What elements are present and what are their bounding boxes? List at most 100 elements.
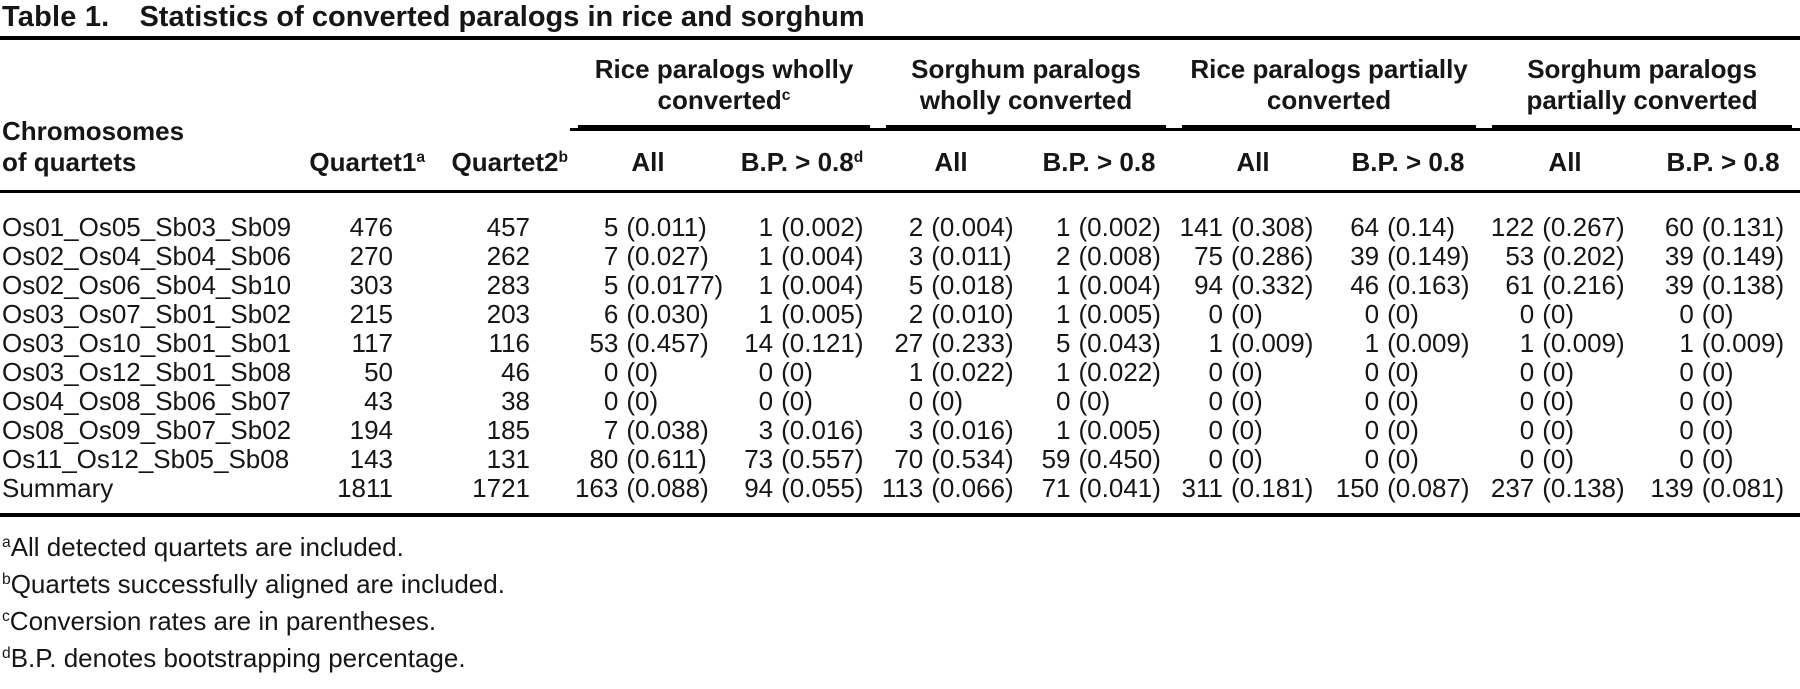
- subcolumn-header-2-1: B.P. > 0.8: [1332, 129, 1485, 193]
- cell-quartet2: 46: [501, 357, 530, 387]
- group-header-1-line1: Sorghum paralogs: [911, 54, 1141, 84]
- value-rate: (0.181): [1231, 473, 1314, 503]
- cell-value-3: 71 (0.041): [1024, 474, 1174, 513]
- cell-value-3: 1 (0.004): [1024, 271, 1174, 300]
- cell-value-7: 39 (0.149): [1646, 242, 1800, 271]
- value-count: 0: [758, 357, 774, 387]
- cell-value-5: 0 (0): [1332, 387, 1484, 416]
- value-count: 0: [1208, 444, 1223, 474]
- value-count: 1: [1208, 328, 1223, 358]
- cell-chromosomes: Os03_Os12_Sb01_Sb08: [2, 357, 292, 387]
- subcolumn-header-2-1-label: B.P. > 0.8: [1351, 147, 1465, 177]
- cell-quartet1: 303: [349, 270, 393, 300]
- subcolumn-header-2-0: All: [1174, 129, 1333, 193]
- cell-value-3: 1 (0.022): [1024, 358, 1174, 387]
- cell-value-7: 60 (0.131): [1646, 192, 1800, 243]
- value-rate: (0.011): [931, 241, 1012, 271]
- value-count: 0: [1679, 299, 1694, 329]
- cell-value-2-wrap: 3 (0.016): [878, 416, 1024, 445]
- cell-chromosomes: Os04_Os08_Sb06_Sb07: [2, 386, 292, 416]
- value-rate: (0.066): [931, 473, 1014, 503]
- subcolumn-header-1-1: B.P. > 0.8: [1024, 129, 1175, 193]
- group-header-3-text: Sorghum paralogs partially converted: [1492, 54, 1792, 116]
- value-count: 0: [1679, 386, 1694, 416]
- cell-value-6-wrap: 237 (0.138): [1484, 474, 1646, 503]
- cell-value-1: 1 (0.004): [726, 271, 878, 300]
- table-row-Os03_Os12_Sb01_Sb08: Os03_Os12_Sb01_Sb08 50 46 0 (0) 0 (0) 1 (0.022) 1…: [0, 358, 1800, 387]
- value-count: 1: [758, 212, 774, 242]
- value-count: 0: [1056, 386, 1071, 416]
- cell-value-2: 3 (0.011): [878, 242, 1024, 271]
- cell-value-2: 3 (0.016): [878, 416, 1024, 445]
- header-subcolumns-row: All B.P. > 0.8d All B.P. > 0.8 All B.P. > 0.8…: [0, 129, 1800, 193]
- value-rate: (0): [1387, 357, 1419, 387]
- value-count: 0: [1364, 386, 1380, 416]
- footnotes: aAll detected quartets are included. bQu…: [0, 529, 1800, 677]
- value-count: 1: [908, 357, 924, 387]
- value-count: 0: [1208, 386, 1223, 416]
- cell-value-4: 0 (0): [1174, 445, 1332, 474]
- value-rate: (0.002): [781, 212, 864, 242]
- value-rate: (0): [626, 386, 659, 416]
- cell-value-6: 53 (0.202): [1484, 242, 1646, 271]
- value-count: 61: [1505, 270, 1535, 300]
- cell-value-6: 122 (0.267): [1484, 192, 1646, 243]
- header-groups-row: Chromosomes of quartets Quartet1a Quarte…: [0, 40, 1800, 193]
- value-count: 1: [758, 241, 774, 271]
- cell-value-1-wrap: 1 (0.005): [726, 300, 878, 329]
- value-count: 0: [758, 386, 774, 416]
- cell-value-1: 0 (0): [726, 358, 878, 387]
- subcolumn-header-1-0-label: All: [934, 147, 968, 177]
- cell-value-0: 163 (0.088): [570, 474, 726, 513]
- subcolumn-header-2-0-label: All: [1236, 147, 1270, 177]
- cell-value-3: 1 (0.005): [1024, 416, 1174, 445]
- footnote-d-marker: d: [2, 645, 11, 663]
- cell-value-4-wrap: 141 (0.308): [1174, 213, 1332, 242]
- value-rate: (0.018): [931, 270, 1014, 300]
- cell-value-3-wrap: 1 (0.022): [1024, 358, 1174, 387]
- value-count: 5: [603, 212, 619, 242]
- subcolumn-header-0-1: B.P. > 0.8d: [726, 129, 879, 193]
- footnote-c-marker: c: [2, 608, 10, 626]
- cell-value-1-wrap: 94 (0.055): [726, 474, 878, 503]
- group-header-1-rule: [886, 125, 1167, 128]
- group-header-0-footnote-marker: c: [781, 87, 791, 105]
- value-rate: (0.008): [1078, 241, 1161, 271]
- value-count: 5: [603, 270, 619, 300]
- cell-value-7-wrap: 1 (0.009): [1646, 329, 1800, 358]
- cell-value-2-wrap: 2 (0.004): [878, 213, 1024, 242]
- table-row-Os01_Os05_Sb03_Sb09: Os01_Os05_Sb03_Sb09 476 457 5 (0.011) 1 (0.002…: [0, 192, 1800, 243]
- value-count: 3: [908, 241, 924, 271]
- cell-value-0-wrap: 7 (0.038): [570, 416, 726, 445]
- cell-value-1: 3 (0.016): [726, 416, 878, 445]
- value-rate: (0.149): [1387, 241, 1470, 271]
- table-row-Os08_Os09_Sb07_Sb02: Os08_Os09_Sb07_Sb02 194 185 7 (0.038) 3 (0.016…: [0, 416, 1800, 445]
- value-count: 73: [744, 444, 774, 474]
- value-count: 113: [881, 473, 924, 503]
- table-row-Os02_Os04_Sb04_Sb06: Os02_Os04_Sb04_Sb06 270 262 7 (0.027) 1 (0.004…: [0, 242, 1800, 271]
- cell-value-6: 61 (0.216): [1484, 271, 1646, 300]
- value-rate: (0.038): [626, 415, 709, 445]
- value-count: 71: [1041, 473, 1071, 503]
- value-count: 1: [1364, 328, 1380, 358]
- value-rate: (0.450): [1078, 444, 1161, 474]
- cell-value-0: 7 (0.038): [570, 416, 726, 445]
- subcolumn-header-1-1-label: B.P. > 0.8: [1042, 147, 1156, 177]
- cell-value-1-wrap: 73 (0.557): [726, 445, 878, 474]
- subcolumn-header-0-0: All: [570, 129, 726, 193]
- cell-value-2-wrap: 70 (0.534): [878, 445, 1024, 474]
- table-row-Os03_Os07_Sb01_Sb02: Os03_Os07_Sb01_Sb02 215 203 6 (0.030) 1 (0.005…: [0, 300, 1800, 329]
- cell-value-5-wrap: 64 (0.14): [1332, 213, 1484, 242]
- value-rate: (0.004): [781, 270, 864, 300]
- cell-value-5-wrap: 150 (0.087): [1332, 474, 1484, 503]
- value-count: 1: [1519, 328, 1535, 358]
- value-rate: (0.534): [931, 444, 1014, 474]
- footnote-c: cConversion rates are in parentheses.: [2, 603, 1800, 640]
- value-rate: (0): [1231, 299, 1263, 329]
- cell-quartet2: 457: [486, 212, 530, 242]
- table-row-Os11_Os12_Sb05_Sb08: Os11_Os12_Sb05_Sb08 143 131 80 (0.611) 73 (0.5…: [0, 445, 1800, 474]
- cell-value-6: 0 (0): [1484, 445, 1646, 474]
- table-row-Os04_Os08_Sb06_Sb07: Os04_Os08_Sb06_Sb07 43 38 0 (0) 0 (0) 0 (0) 0 (0) 0…: [0, 387, 1800, 416]
- cell-chromosomes: Os03_Os07_Sb01_Sb02: [2, 299, 292, 329]
- value-count: 1: [758, 299, 774, 329]
